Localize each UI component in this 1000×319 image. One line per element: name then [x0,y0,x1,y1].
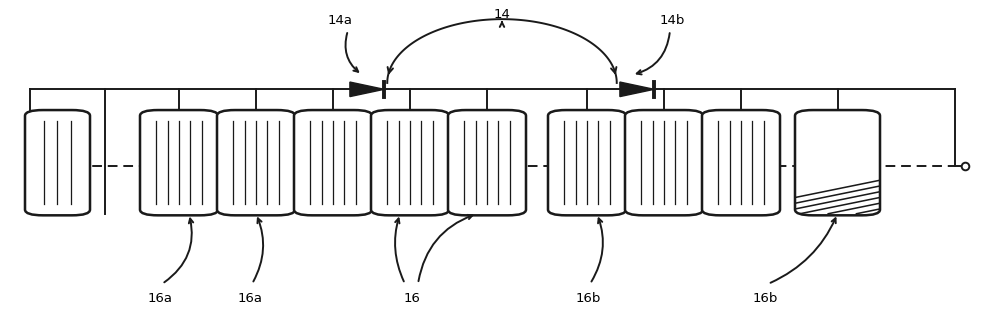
FancyBboxPatch shape [140,110,218,215]
FancyBboxPatch shape [25,110,90,215]
FancyBboxPatch shape [548,110,626,215]
Polygon shape [620,82,654,97]
Text: 16b: 16b [752,292,778,305]
Text: 16a: 16a [148,292,173,305]
Text: 16: 16 [404,292,420,305]
FancyBboxPatch shape [294,110,372,215]
Text: 14a: 14a [328,14,352,27]
FancyBboxPatch shape [217,110,295,215]
Text: 14b: 14b [659,14,685,27]
FancyBboxPatch shape [448,110,526,215]
Text: 16a: 16a [238,292,262,305]
FancyBboxPatch shape [702,110,780,215]
FancyBboxPatch shape [371,110,449,215]
Text: 16b: 16b [575,292,601,305]
FancyBboxPatch shape [795,110,880,215]
Text: 14: 14 [494,8,510,21]
Polygon shape [350,82,384,97]
FancyBboxPatch shape [625,110,703,215]
